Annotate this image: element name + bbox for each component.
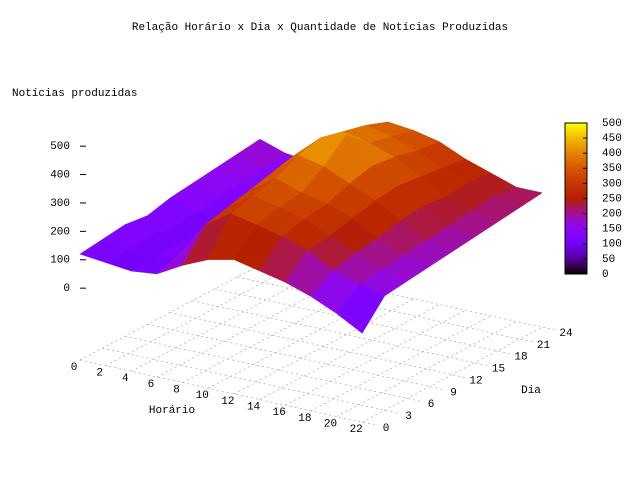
colorbar-tick-label: 350: [602, 163, 622, 175]
y-tick-label: 24: [559, 328, 573, 340]
colorbar: 0 50 100 150 200 250 300 350 400 450 500: [564, 118, 622, 281]
grid-line: [362, 326, 543, 423]
x-tick-label: 2: [96, 368, 103, 380]
y-tick-label: 12: [469, 375, 482, 387]
z-axis-label: Notícias produzidas: [12, 88, 137, 100]
z-tick-label: 100: [50, 255, 70, 267]
colorbar-tick-label: 450: [602, 133, 622, 145]
y-tick-label: 9: [450, 387, 457, 399]
colorbar-tick-label: 150: [602, 224, 622, 236]
z-tick-label: 300: [50, 198, 70, 210]
grid-line: [156, 281, 338, 378]
floor-grid: 0 2 4 6 8 10 12 14 16 18 20 22 036912151821240100200…: [50, 141, 573, 436]
z-tick-label: 500: [50, 141, 70, 153]
y-tick-label: 15: [492, 364, 505, 376]
x-tick-label: 14: [247, 401, 261, 413]
y-tick-label: 3: [405, 411, 412, 423]
grid-line: [102, 347, 398, 414]
y-tick-label: 18: [514, 352, 527, 364]
x-tick-label: 16: [273, 407, 286, 419]
z-tick-label: 400: [50, 169, 70, 181]
grid-line: [237, 276, 533, 343]
z-tick-label: 200: [50, 226, 70, 238]
y-tick-label: 6: [428, 399, 435, 411]
x-tick-label: 10: [196, 390, 209, 402]
grid-line: [169, 312, 466, 378]
x-tick-label: 18: [298, 413, 311, 425]
x-tick-label: 12: [221, 396, 234, 408]
colorbar-tick-label: 250: [602, 193, 622, 205]
y-tick-label: 21: [537, 340, 551, 352]
x-tick-label: 8: [173, 385, 180, 397]
grid-line: [147, 324, 443, 390]
surface-cell: [336, 284, 386, 334]
colorbar-tick-label: 400: [602, 148, 622, 160]
grid-line: [192, 300, 488, 366]
x-tick-label: 20: [324, 418, 337, 430]
colorbar-tick-label: 500: [602, 118, 622, 130]
chart-title: Relação Horário x Dia x Quantidade de No…: [132, 22, 508, 34]
colorbar-tick-label: 0: [602, 269, 609, 281]
x-tick-label: 4: [122, 373, 129, 385]
z-tick-label: 0: [63, 283, 70, 295]
x-tick-label: 22: [350, 424, 363, 436]
y-axis-label: Dia: [521, 385, 541, 397]
grid-line: [259, 304, 440, 400]
y-tick-label: 0: [383, 423, 390, 435]
grid-line: [124, 335, 421, 402]
grid-line: [336, 321, 517, 417]
surface: [79, 121, 543, 334]
x-tick-label: 6: [148, 379, 155, 391]
colorbar-tick-label: 300: [602, 178, 622, 190]
x-axis-label: Horário: [149, 405, 195, 417]
colorbar-tick-label: 50: [602, 254, 615, 266]
grid-line: [233, 298, 415, 395]
x-tick-label: 0: [71, 362, 78, 374]
grid-line: [79, 359, 376, 426]
colorbar-tick-label: 100: [602, 239, 622, 251]
grid-line: [131, 276, 312, 372]
colorbar-tick-label: 200: [602, 209, 622, 221]
